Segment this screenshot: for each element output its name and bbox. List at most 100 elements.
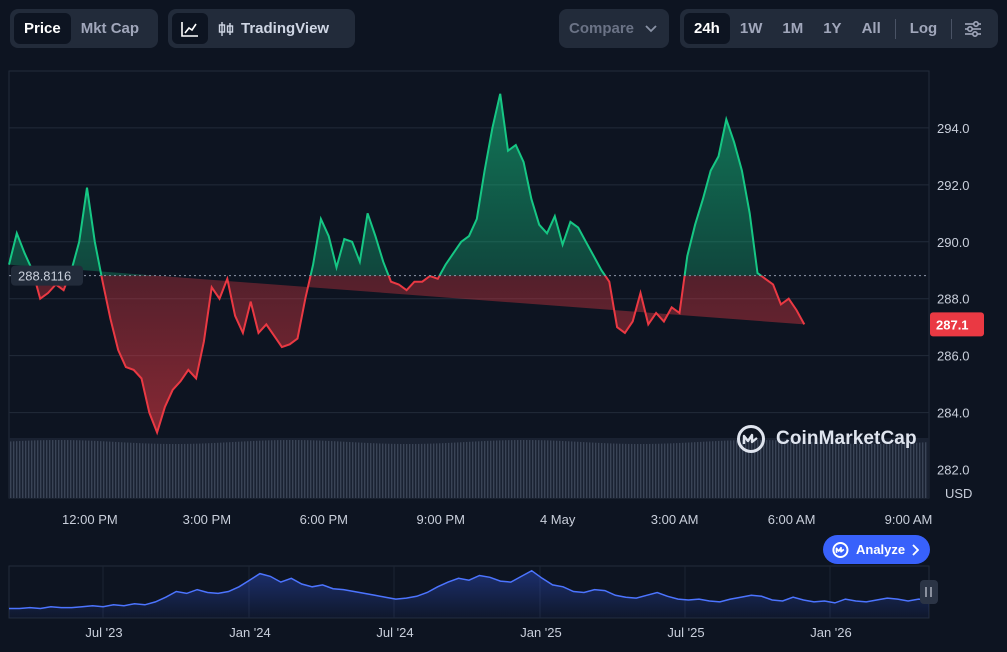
volume-bar xyxy=(745,440,747,498)
volume-bar xyxy=(649,443,651,498)
volume-bar xyxy=(844,443,846,498)
volume-bar xyxy=(244,441,246,498)
volume-bar xyxy=(88,440,90,498)
range-1w[interactable]: 1W xyxy=(739,20,763,37)
volume-bar xyxy=(583,442,585,498)
volume-bar xyxy=(727,440,729,498)
volume-bar xyxy=(274,440,276,498)
volume-bar xyxy=(547,440,549,498)
volume-bar xyxy=(472,441,474,498)
volume-bar xyxy=(214,442,216,498)
range-1y[interactable]: 1Y xyxy=(823,20,842,37)
navigator-tick-label: Jan '25 xyxy=(520,625,562,640)
x-tick-label: 4 May xyxy=(540,512,576,527)
volume-bar xyxy=(391,443,393,498)
volume-bar xyxy=(742,440,744,498)
volume-bar xyxy=(250,441,252,498)
volume-bar xyxy=(646,443,648,498)
volume-bar xyxy=(658,443,660,498)
analyze-label: Analyze xyxy=(856,542,906,557)
volume-bar xyxy=(544,440,546,498)
volume-bar xyxy=(133,442,135,498)
volume-bar xyxy=(592,442,594,498)
volume-bar xyxy=(868,443,870,498)
price-line-down xyxy=(32,275,806,436)
navigator-handle[interactable] xyxy=(920,580,938,604)
volume-bar xyxy=(748,440,750,498)
volume-bar xyxy=(703,441,705,498)
volume-bar xyxy=(64,440,66,498)
range-24h[interactable]: 24h xyxy=(684,13,730,44)
navigator-tick-label: Jan '24 xyxy=(229,625,271,640)
volume-bar xyxy=(814,442,816,498)
analyze-button[interactable]: Analyze xyxy=(823,535,930,564)
volume-bar xyxy=(163,443,165,498)
volume-bar xyxy=(529,440,531,498)
volume-bar xyxy=(754,440,756,498)
volume-bar xyxy=(877,443,879,498)
volume-bar xyxy=(352,442,354,498)
range-navigator[interactable]: Jul '23 Jan '24 Jul '24 Jan '25 Jul '25 Jan '… xyxy=(8,565,938,640)
volume-bar xyxy=(76,440,78,498)
volume-bar xyxy=(79,440,81,498)
volume-bar xyxy=(40,440,42,498)
volume-bar xyxy=(199,443,201,498)
compare-dropdown[interactable]: Compare xyxy=(559,9,669,48)
y-tick-label: 282.0 xyxy=(937,463,970,478)
volume-bar xyxy=(781,440,783,498)
volume-bar xyxy=(481,441,483,498)
volume-bar xyxy=(280,440,282,498)
volume-bar xyxy=(442,443,444,498)
volume-bar xyxy=(139,443,141,498)
volume-bar xyxy=(226,442,228,498)
volume-bar xyxy=(739,440,741,498)
volume-bar xyxy=(112,441,114,498)
volume-bar xyxy=(355,442,357,498)
volume-bars xyxy=(10,440,927,498)
volume-bar xyxy=(634,443,636,498)
range-all[interactable]: All xyxy=(861,20,881,37)
volume-bar xyxy=(562,441,564,498)
volume-bar xyxy=(811,441,813,498)
volume-bar xyxy=(559,440,561,498)
volume-bar xyxy=(697,442,699,498)
volume-bar xyxy=(376,443,378,498)
y-tick-label: 294.0 xyxy=(937,121,970,136)
tab-price[interactable]: Price xyxy=(14,13,71,44)
volume-bar xyxy=(433,443,435,498)
volume-bar xyxy=(358,442,360,498)
volume-bar xyxy=(775,440,777,498)
volume-bar xyxy=(466,441,468,498)
volume-bar xyxy=(217,442,219,498)
volume-bar xyxy=(901,443,903,498)
volume-bar xyxy=(259,440,261,498)
volume-bar xyxy=(778,440,780,498)
volume-bar xyxy=(256,440,258,498)
volume-bar xyxy=(508,440,510,498)
volume-bar xyxy=(439,443,441,498)
volume-bar xyxy=(277,440,279,498)
volume-bar xyxy=(553,440,555,498)
x-tick-label: 3:00 AM xyxy=(651,512,699,527)
volume-bar xyxy=(418,443,420,498)
volume-bar xyxy=(238,441,240,498)
volume-bar xyxy=(787,440,789,498)
volume-bar xyxy=(451,442,453,498)
baseline-label: 288.8116 xyxy=(11,265,83,286)
volume-bar xyxy=(517,440,519,498)
volume-bar xyxy=(538,440,540,498)
volume-bar xyxy=(574,441,576,498)
volume-bar xyxy=(337,441,339,498)
x-tick-label: 12:00 PM xyxy=(62,512,118,527)
tab-mkt-cap[interactable]: Mkt Cap xyxy=(80,20,140,37)
chart-settings-button[interactable] xyxy=(956,13,990,44)
current-price-tag: 287.1 xyxy=(930,312,984,337)
volume-bar xyxy=(178,443,180,498)
line-chart-button[interactable] xyxy=(172,13,208,44)
tradingview-button[interactable]: TradingView xyxy=(208,13,339,44)
volume-bar xyxy=(283,440,285,498)
volume-bar xyxy=(361,442,363,498)
log-toggle[interactable]: Log xyxy=(909,20,938,37)
range-1m[interactable]: 1M xyxy=(782,20,804,37)
